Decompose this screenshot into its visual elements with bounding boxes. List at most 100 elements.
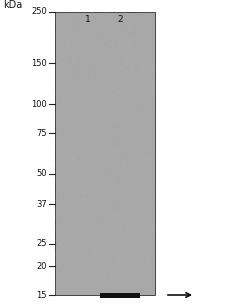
Point (70, 195, 74, 200)
Point (99, 130, 103, 135)
Point (148, 65, 151, 70)
Point (67, 50, 70, 55)
Point (109, 112, 113, 117)
Point (65, 278, 68, 283)
Point (82, 107, 86, 112)
Point (77, 244, 81, 249)
Point (76, 235, 79, 240)
Point (103, 173, 106, 178)
Point (61, 29, 65, 34)
Point (94, 18, 98, 23)
Point (115, 86, 118, 91)
Point (123, 143, 126, 148)
Point (81, 170, 85, 175)
Point (72, 121, 75, 126)
Point (115, 144, 119, 149)
Point (134, 280, 138, 285)
Point (99, 128, 102, 133)
Point (107, 172, 111, 177)
Point (140, 61, 143, 66)
Point (81, 265, 85, 270)
Point (143, 124, 147, 129)
Point (108, 227, 111, 231)
Point (59, 261, 62, 266)
Point (141, 134, 145, 139)
Point (124, 44, 128, 49)
Point (133, 262, 137, 266)
Point (75, 283, 79, 288)
Point (104, 42, 107, 47)
Point (91, 265, 94, 270)
Point (82, 126, 86, 130)
Point (99, 238, 102, 243)
Point (92, 221, 96, 226)
Point (87, 73, 91, 78)
Point (86, 16, 90, 21)
Point (85, 192, 89, 197)
Point (111, 263, 115, 268)
Point (81, 235, 84, 239)
Point (152, 277, 156, 282)
Point (119, 35, 123, 40)
Point (122, 67, 126, 72)
Point (74, 94, 77, 99)
Point (60, 162, 63, 167)
Point (56, 234, 59, 239)
Point (118, 238, 122, 243)
Point (73, 156, 76, 161)
Point (60, 277, 64, 282)
Point (150, 245, 154, 250)
Point (61, 80, 65, 84)
Point (145, 150, 149, 155)
Point (64, 190, 68, 195)
Point (123, 45, 127, 50)
Point (71, 227, 75, 232)
Point (61, 87, 64, 92)
Point (112, 194, 116, 199)
Point (110, 163, 113, 168)
Point (139, 46, 143, 51)
Point (64, 99, 67, 104)
Point (117, 24, 121, 29)
Point (121, 87, 125, 92)
Point (97, 173, 101, 178)
Point (82, 207, 85, 212)
Point (61, 41, 64, 46)
Point (133, 270, 136, 275)
Point (102, 155, 106, 160)
Point (144, 11, 147, 16)
Point (85, 209, 88, 214)
Point (64, 181, 67, 186)
Point (111, 202, 115, 207)
Point (65, 222, 69, 227)
Point (104, 283, 108, 288)
Point (54, 274, 58, 278)
Point (145, 278, 148, 283)
Point (111, 145, 115, 150)
Point (87, 184, 91, 189)
Point (143, 158, 146, 163)
Point (54, 198, 57, 203)
Point (69, 100, 73, 105)
Point (138, 254, 142, 259)
Point (79, 47, 83, 52)
Point (81, 88, 84, 93)
Point (140, 205, 143, 210)
Point (58, 185, 61, 190)
Point (84, 237, 87, 242)
Point (130, 237, 133, 242)
Point (83, 161, 86, 166)
Point (62, 84, 65, 89)
Point (128, 250, 131, 255)
Point (108, 79, 112, 84)
Point (106, 272, 109, 277)
Point (100, 134, 104, 138)
Point (81, 21, 84, 25)
Point (58, 99, 62, 103)
Point (66, 21, 70, 26)
Point (146, 49, 150, 54)
Point (128, 64, 132, 69)
Point (85, 215, 88, 220)
Point (127, 258, 130, 263)
Point (130, 47, 134, 52)
